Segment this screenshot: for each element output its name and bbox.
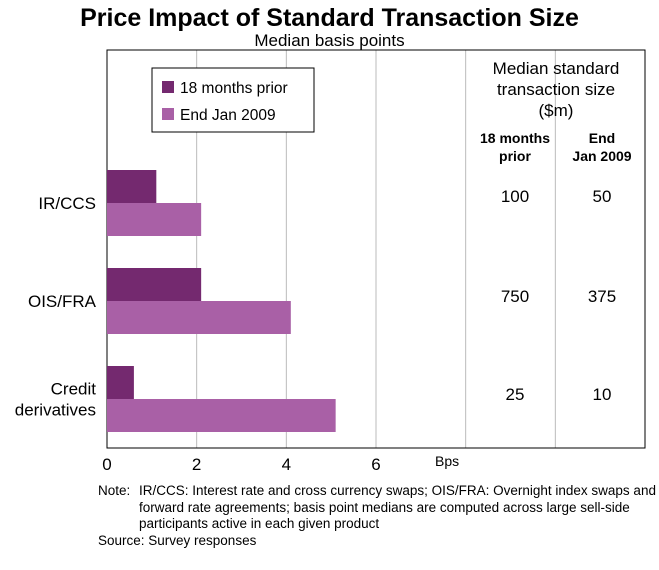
legend-swatch: [162, 108, 174, 120]
table-header: Median standard: [493, 59, 620, 78]
x-tick-label: 6: [371, 455, 380, 474]
category-label: OIS/FRA: [28, 292, 97, 311]
x-tick-label: 4: [282, 455, 291, 474]
chart-area: IR/CCS OIS/FRA Credit derivatives 0 2 4 6 Bps 18 …: [15, 49, 646, 474]
table-cell: 100: [501, 187, 529, 206]
table-cell: 750: [501, 287, 529, 306]
legend-box: [151, 67, 315, 133]
table-cell: 10: [593, 385, 612, 404]
table-column-header: 18 months: [480, 130, 550, 146]
note-text: IR/CCS: Interest rate and cross currency…: [139, 483, 656, 531]
table-header: transaction size: [497, 80, 615, 99]
chart-title: Price Impact of Standard Transaction Siz…: [80, 4, 579, 32]
table-header: ($m): [539, 101, 574, 120]
x-axis-label: Bps: [435, 453, 459, 469]
chart-subtitle: Median basis points: [254, 31, 405, 50]
table-cell: 25: [506, 385, 525, 404]
bar: [107, 203, 202, 236]
table-column-header: End: [589, 130, 615, 146]
table-cell: 50: [593, 187, 612, 206]
category-label: IR/CCS: [38, 194, 96, 213]
x-tick-label: 2: [192, 455, 201, 474]
note-label: Note:: [98, 483, 131, 498]
table-cell: 375: [588, 287, 616, 306]
x-tick-label: 0: [102, 455, 111, 474]
bar: [107, 170, 157, 203]
category-label: Credit: [51, 380, 97, 399]
legend-label: 18 months prior: [180, 80, 288, 97]
source-text: Source: Survey responses: [98, 532, 257, 548]
bar: [107, 301, 291, 334]
table-column-header: Jan 2009: [572, 148, 631, 164]
plot-frame: [106, 49, 646, 449]
legend-label: End Jan 2009: [180, 107, 276, 124]
bar: [107, 399, 336, 432]
bar: [107, 366, 134, 399]
category-label: derivatives: [15, 401, 96, 420]
chart-notes: Note: IR/CCS: Interest rate and cross cu…: [98, 483, 658, 549]
bar: [107, 268, 202, 301]
table-column-header: prior: [499, 148, 531, 164]
legend-swatch: [162, 81, 174, 93]
